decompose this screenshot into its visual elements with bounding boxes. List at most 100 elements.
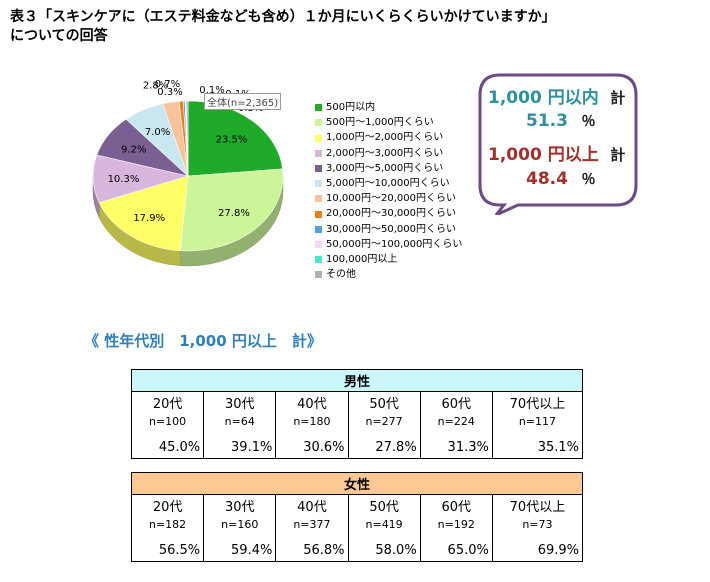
legend-item: 10,000円～20,000円くらい (315, 191, 462, 206)
male-pct-cell: 39.1% (203, 436, 277, 459)
male-age-cell: 30代 (203, 391, 277, 413)
legend-label: 500円～1,000円くらい (326, 117, 434, 129)
legend-item: 50,000円～100,000円くらい (315, 237, 462, 252)
callout-under-1000-suffix: 計 (610, 89, 626, 107)
legend-label: 2,000円～3,000円くらい (326, 147, 444, 159)
pie-slice (185, 100, 189, 177)
pie-svg: 23.5% 27.8% 17.9% 10.3% 9.2% 7.0% 2.8%0.7%0.3%… (92, 79, 284, 267)
female-header: 女性 (131, 472, 583, 495)
legend-label: 5,000円～10,000円くらい (326, 178, 450, 190)
pie-slice (187, 100, 283, 177)
legend-item: 3,000円～5,000円くらい (315, 161, 462, 176)
male-table: 男性 20代 30代 40代 50代 60代 70代以上 n=100 n=64 n=180 n=… (130, 369, 584, 459)
female-n-cell: n=73 (491, 516, 584, 533)
legend-label: 100,000円以上 (326, 254, 398, 266)
female-n-cell: n=377 (275, 516, 349, 533)
pie-legend: 500円以内 500円～1,000円くらい 1,000円～2,000円くらい 2,00… (315, 100, 462, 282)
legend-item: 100,000円以上 (315, 252, 462, 267)
female-n-cell: n=419 (347, 516, 421, 533)
pie-slice (98, 175, 189, 252)
legend-swatch (315, 149, 322, 157)
male-n-cell: n=117 (491, 413, 584, 430)
legend-swatch (315, 119, 322, 127)
title-line-2: についての回答 (10, 28, 108, 44)
male-age-cell: 40代 (275, 391, 349, 413)
callout-over-1000-suffix: 計 (610, 146, 626, 164)
male-n-cell: n=224 (419, 413, 493, 430)
female-gap-cell (419, 533, 493, 539)
pie-total-label: 全体(n=2,365) (204, 93, 282, 110)
legend-label: その他 (326, 269, 356, 281)
pie-data-label: 0.7% (155, 79, 180, 90)
callout-shape (478, 73, 638, 215)
legend-swatch (315, 256, 322, 264)
legend-item: 500円以内 (315, 100, 462, 115)
legend-swatch (315, 180, 322, 188)
female-gap-cell (491, 533, 584, 539)
male-pct-cell: 35.1% (491, 436, 584, 459)
male-pct-cell: 27.8% (347, 436, 421, 459)
female-pct-cell: 69.9% (491, 539, 584, 562)
legend-label: 500円以内 (326, 102, 376, 113)
legend-item: 1,000円～2,000円くらい (315, 130, 462, 145)
callout-under-1000-unit: ％ (581, 114, 596, 130)
legend-label: 50,000円～100,000円くらい (326, 238, 463, 250)
legend-swatch (315, 164, 322, 172)
pie-data-label: 2.8% (143, 80, 168, 91)
female-pct-cell: 56.5% (130, 539, 205, 562)
legend-label: 10,000円～20,000円くらい (326, 193, 456, 205)
pie-chart: 23.5% 27.8% 17.9% 10.3% 9.2% 7.0% 2.8% 0.7% 0.3%… (80, 79, 310, 290)
legend-item: 30,000円～50,000円くらい (315, 222, 462, 237)
male-n-cell: n=64 (203, 413, 277, 430)
male-pct-cell: 30.6% (275, 436, 349, 459)
legend-item: 20,000円～30,000円くらい (315, 206, 462, 221)
pie-data-label: 9.2% (121, 144, 146, 155)
chart-title: 表３「スキンケアに（エステ料金なども含め）１か月にいくらくらいかけていますか」 … (10, 8, 556, 46)
callout-over-1000-unit: ％ (581, 172, 596, 188)
pie-data-label: 10.3% (108, 174, 140, 185)
female-n-cell: n=160 (203, 516, 277, 533)
pie-data-label: 7.0% (145, 127, 170, 138)
male-gap-cell (419, 430, 493, 436)
female-age-cell: 60代 (419, 494, 493, 516)
male-age-cell: 70代以上 (491, 391, 584, 413)
legend-label: 20,000円～30,000円くらい (326, 208, 456, 220)
male-header: 男性 (131, 369, 583, 392)
male-pct-cell: 45.0% (130, 436, 205, 459)
female-age-cell: 30代 (203, 494, 277, 516)
legend-label: 30,000円～50,000円くらい (326, 223, 456, 235)
female-n-cell: n=192 (419, 516, 493, 533)
male-pct-cell: 31.3% (419, 436, 493, 459)
legend-swatch (315, 134, 322, 142)
legend-item: その他 (315, 267, 462, 282)
pie-data-label: 0.3% (157, 87, 182, 98)
legend-swatch (315, 104, 322, 112)
legend-swatch (315, 240, 322, 248)
table-subheading: 《 性年代別 1,000 円以上 計》 (84, 332, 322, 350)
male-age-cell: 20代 (130, 391, 205, 413)
male-age-cell: 50代 (347, 391, 421, 413)
title-line-1: 表３「スキンケアに（エステ料金なども含め）１か月にいくらくらいかけていますか」 (10, 9, 556, 25)
female-age-cell: 20代 (130, 494, 205, 516)
female-age-cell: 70代以上 (491, 494, 584, 516)
summary-callout: 1,000 円以内 計 51.3 ％ 1,000 円以上 計 48.4 ％ (478, 73, 638, 215)
female-n-cell: n=182 (130, 516, 205, 533)
legend-swatch (315, 225, 322, 233)
callout-over-1000-value: 48.4 (526, 169, 568, 189)
legend-item: 5,000円～10,000円くらい (315, 176, 462, 191)
pie-slice (179, 168, 284, 252)
legend-swatch (315, 210, 322, 218)
female-table: 女性 20代 30代 40代 50代 60代 70代以上 n=182 n=160 n=377 n… (130, 472, 584, 562)
male-n-cell: n=100 (130, 413, 205, 430)
pie-data-label: 27.8% (218, 208, 250, 219)
callout-under-1000-value: 51.3 (526, 111, 568, 131)
legend-label: 1,000円～2,000円くらい (326, 132, 444, 144)
legend-item: 500円～1,000円くらい (315, 115, 462, 130)
legend-item: 2,000円～3,000円くらい (315, 146, 462, 161)
female-pct-cell: 65.0% (419, 539, 493, 562)
female-age-cell: 50代 (347, 494, 421, 516)
pie-data-label: 23.5% (216, 134, 248, 145)
male-n-cell: n=277 (347, 413, 421, 430)
callout-over-1000-label: 1,000 円以上 (488, 145, 599, 165)
legend-swatch (315, 271, 322, 279)
